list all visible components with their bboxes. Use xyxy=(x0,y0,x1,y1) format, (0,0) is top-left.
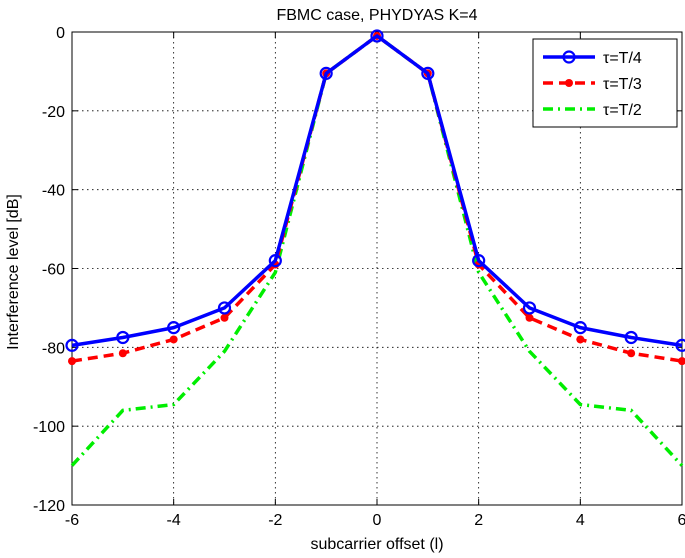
x-tick-label: 4 xyxy=(576,512,585,529)
x-tick-label: 6 xyxy=(678,512,685,529)
y-tick-label: -100 xyxy=(33,419,65,436)
data-point xyxy=(627,349,635,357)
x-tick-label: -2 xyxy=(268,512,282,529)
y-tick-label: -120 xyxy=(33,498,65,515)
y-tick-label: -80 xyxy=(42,340,65,357)
x-tick-label: -6 xyxy=(65,512,79,529)
legend-marker xyxy=(565,79,573,87)
legend-label: τ=T/2 xyxy=(603,102,642,119)
legend-label: τ=T/3 xyxy=(603,76,642,93)
data-point xyxy=(576,335,584,343)
x-tick-label: 0 xyxy=(373,512,382,529)
data-point xyxy=(221,314,229,322)
x-tick-label: 2 xyxy=(474,512,483,529)
data-point xyxy=(68,357,76,365)
chart-title: FBMC case, PHYDYAS K=4 xyxy=(276,7,477,24)
x-tick-label: -4 xyxy=(167,512,181,529)
legend-label: τ=T/4 xyxy=(603,50,642,67)
data-point xyxy=(526,314,534,322)
y-axis-label: Interference level [dB] xyxy=(5,194,22,350)
y-tick-label: -60 xyxy=(42,262,65,279)
data-point xyxy=(170,335,178,343)
y-tick-label: -40 xyxy=(42,183,65,200)
data-point xyxy=(119,349,127,357)
x-axis-label: subcarrier offset (l) xyxy=(310,536,443,553)
y-tick-label: -20 xyxy=(42,104,65,121)
y-tick-label: 0 xyxy=(56,25,65,42)
